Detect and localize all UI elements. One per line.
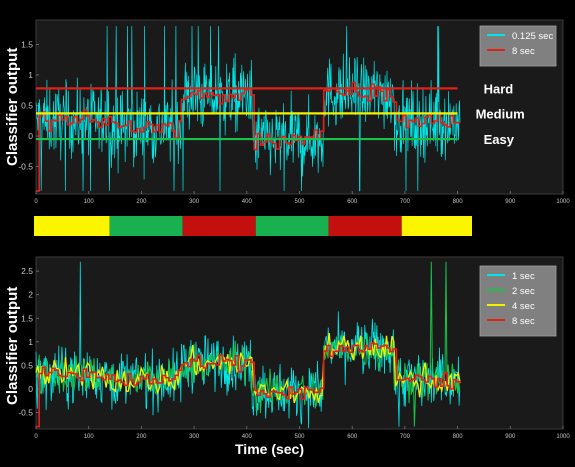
bottom-legend-label: 4 sec [512,301,535,312]
condition-segment-5 [328,216,402,236]
top-x-tick-label: 100 [84,199,95,205]
bottom-y-axis-label: Classifier output [4,286,21,405]
top-x-tick-label: 700 [400,199,411,205]
bottom-x-axis-label: Time (sec) [235,441,304,457]
top-y-tick-label: 1.5 [21,39,33,49]
bottom-x-tick-label: 100 [84,434,95,440]
bottom-legend [479,265,557,337]
bottom-x-tick-label: 600 [347,434,358,440]
top-legend-label: 8 sec [512,46,535,57]
condition-segment-1 [34,216,110,236]
threshold-label-medium: Medium [476,106,525,121]
top-x-tick-label: 1000 [556,199,570,205]
top-y-tick-label: 1 [28,70,33,80]
bottom-series-2-sec [35,261,461,427]
top-x-tick-label: 600 [347,199,358,205]
bottom-legend-label: 2 sec [512,286,535,297]
bottom-y-tick-label: 0.5 [21,360,33,370]
top-legend [479,25,557,67]
top-y-tick-label: -0.5 [18,162,33,172]
bottom-x-tick-label: 800 [453,434,464,440]
bottom-legend-label: 1 sec [512,271,535,282]
bottom-x-tick-label: 700 [400,434,411,440]
bottom-legend-label: 8 sec [512,316,535,327]
condition-segment-4 [255,216,329,236]
top-y-tick-label: 0 [28,131,33,141]
bottom-x-tick-label: 900 [505,434,516,440]
threshold-label-easy: Easy [484,132,515,147]
top-y-axis-label: Classifier output [4,47,21,166]
top-x-tick-label: 500 [294,199,305,205]
bottom-y-tick-label: 2.5 [21,266,33,276]
condition-segment-3 [182,216,256,236]
bottom-x-tick-label: 400 [242,434,253,440]
bottom-y-tick-label: 1 [28,337,33,347]
top-x-tick-label: 200 [136,199,147,205]
bottom-y-tick-label: 2 [28,290,33,300]
top-x-tick-label: 400 [242,199,253,205]
condition-segment-6 [401,216,472,236]
top-x-tick-label: 0 [34,199,38,205]
top-y-tick-label: 0.5 [21,100,33,110]
top-x-tick-label: 900 [505,199,516,205]
bottom-x-tick-label: 0 [34,434,38,440]
top-legend-label: 0.125 sec [512,31,553,42]
bottom-y-tick-label: 1.5 [21,313,33,323]
bottom-series-4-sec [35,333,461,404]
condition-segment-2 [109,216,183,236]
bottom-y-tick-label: 0 [28,384,33,394]
bottom-series-8-sec [36,342,461,428]
bottom-y-tick-label: -0.5 [18,408,33,418]
top-x-tick-label: 300 [189,199,200,205]
top-x-tick-label: 800 [453,199,464,205]
bottom-x-tick-label: 200 [136,434,147,440]
bottom-x-tick-label: 1000 [556,434,570,440]
bottom-plot-area [35,256,564,430]
top-series-0-125-sec [35,26,461,192]
top-plot-area [35,19,564,195]
bottom-x-tick-label: 300 [189,434,200,440]
bottom-x-tick-label: 500 [294,434,305,440]
threshold-label-hard: Hard [484,81,514,96]
